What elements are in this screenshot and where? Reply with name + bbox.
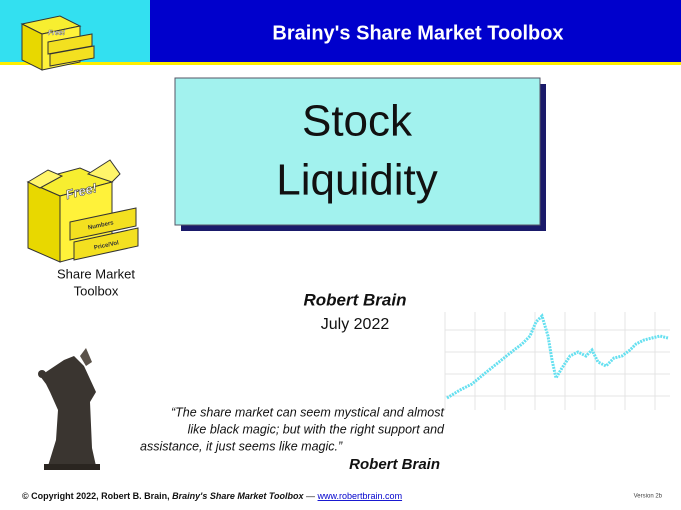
small-box-label: Free! <box>48 30 66 37</box>
quote-line: assistance, it just seems like magic.” <box>140 439 343 453</box>
toolbox-icon: Free! Numbers Price/Vol <box>26 159 139 263</box>
header-bar <box>150 0 681 62</box>
toolbox-caption: Share Market <box>57 266 135 281</box>
copyright: © Copyright 2022, Robert B. Brain, <box>22 491 172 501</box>
small-toolbox-icon: Free! <box>20 15 95 71</box>
header-rule <box>0 62 681 65</box>
author-name: Robert Brain <box>304 290 407 309</box>
website-link[interactable]: www.robertbrain.com <box>317 491 403 501</box>
title-box <box>174 77 541 226</box>
footer: © Copyright 2022, Robert B. Brain, Brain… <box>22 491 402 501</box>
decorative-price-line <box>446 313 669 400</box>
quote-author: Robert Brain <box>349 456 440 473</box>
toolbox-caption: Toolbox <box>74 283 119 298</box>
separator: — <box>304 491 318 501</box>
drawer-label: Numbers <box>87 220 114 231</box>
header-title: Brainy's Share Market Toolbox <box>272 22 563 44</box>
author-date: July 2022 <box>321 316 390 333</box>
wizard-statue <box>38 348 100 470</box>
slide-title-line: Liquidity <box>276 156 437 205</box>
quote-line: “The share market can seem mystical and … <box>171 405 445 419</box>
product-name: Brainy's Share Market Toolbox <box>172 491 304 501</box>
slide-title-line: Stock <box>302 97 413 146</box>
drawer-label: Price/Vol <box>93 240 119 251</box>
version: Version 2b <box>634 494 663 500</box>
quote-line: like black magic; but with the right sup… <box>188 422 445 436</box>
